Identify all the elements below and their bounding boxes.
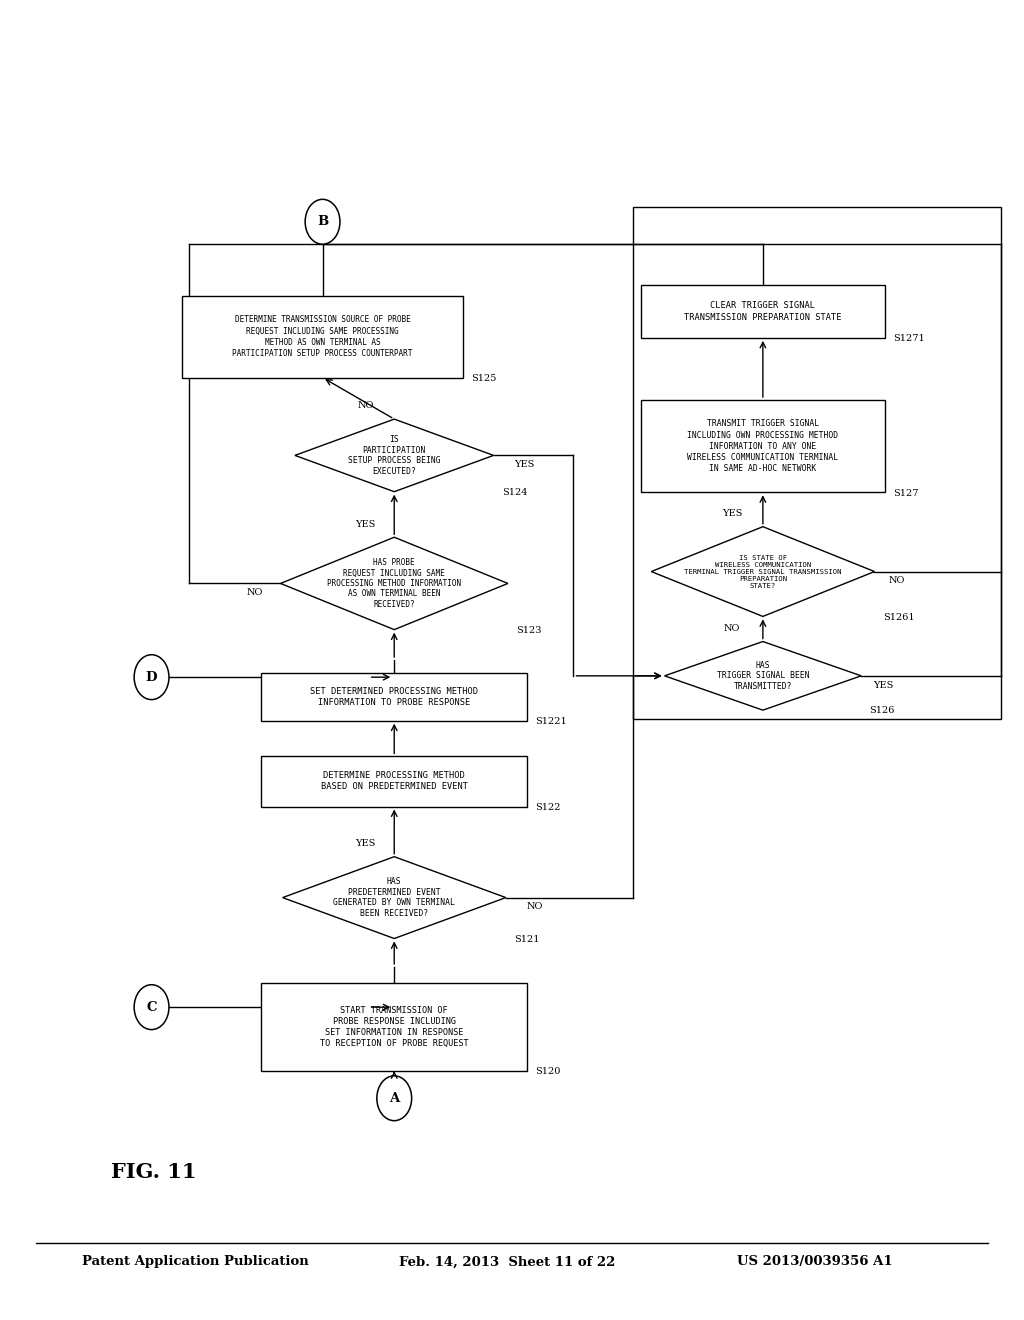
Text: S1221: S1221 bbox=[536, 717, 567, 726]
Text: YES: YES bbox=[355, 520, 376, 528]
Text: S120: S120 bbox=[536, 1068, 561, 1077]
Polygon shape bbox=[283, 857, 506, 939]
Text: TRANSMIT TRIGGER SIGNAL
INCLUDING OWN PROCESSING METHOD
INFORMATION TO ANY ONE
W: TRANSMIT TRIGGER SIGNAL INCLUDING OWN PR… bbox=[687, 420, 839, 473]
Polygon shape bbox=[295, 420, 494, 491]
Text: S125: S125 bbox=[471, 374, 497, 383]
Text: B: B bbox=[317, 215, 328, 228]
Text: S1261: S1261 bbox=[883, 612, 914, 622]
Text: D: D bbox=[145, 671, 158, 684]
Circle shape bbox=[305, 199, 340, 244]
Text: HAS
PREDETERMINED EVENT
GENERATED BY OWN TERMINAL
BEEN RECEIVED?: HAS PREDETERMINED EVENT GENERATED BY OWN… bbox=[333, 878, 456, 917]
Text: NO: NO bbox=[889, 577, 905, 585]
Text: IS STATE OF
WIRELESS COMMUNICATION
TERMINAL TRIGGER SIGNAL TRANSMISSION
PREPARAT: IS STATE OF WIRELESS COMMUNICATION TERMI… bbox=[684, 554, 842, 589]
Text: IS
PARTICIPATION
SETUP PROCESS BEING
EXECUTED?: IS PARTICIPATION SETUP PROCESS BEING EXE… bbox=[348, 436, 440, 475]
FancyBboxPatch shape bbox=[182, 296, 463, 378]
Text: YES: YES bbox=[722, 510, 742, 517]
Text: DETERMINE PROCESSING METHOD
BASED ON PREDETERMINED EVENT: DETERMINE PROCESSING METHOD BASED ON PRE… bbox=[321, 771, 468, 792]
Polygon shape bbox=[665, 642, 861, 710]
Text: A: A bbox=[389, 1092, 399, 1105]
Text: FIG. 11: FIG. 11 bbox=[111, 1162, 196, 1183]
Text: Patent Application Publication: Patent Application Publication bbox=[82, 1255, 308, 1269]
Text: S1271: S1271 bbox=[893, 334, 925, 343]
Text: S122: S122 bbox=[536, 803, 561, 812]
Text: HAS
TRIGGER SIGNAL BEEN
TRANSMITTED?: HAS TRIGGER SIGNAL BEEN TRANSMITTED? bbox=[717, 661, 809, 690]
Text: HAS PROBE
REQUEST INCLUDING SAME
PROCESSING METHOD INFORMATION
AS OWN TERMINAL B: HAS PROBE REQUEST INCLUDING SAME PROCESS… bbox=[328, 558, 461, 609]
Text: NO: NO bbox=[724, 624, 740, 632]
Text: S123: S123 bbox=[516, 626, 542, 635]
Text: DETERMINE TRANSMISSION SOURCE OF PROBE
REQUEST INCLUDING SAME PROCESSING
METHOD : DETERMINE TRANSMISSION SOURCE OF PROBE R… bbox=[232, 315, 413, 358]
Text: YES: YES bbox=[873, 681, 894, 689]
Text: US 2013/0039356 A1: US 2013/0039356 A1 bbox=[737, 1255, 893, 1269]
Circle shape bbox=[134, 655, 169, 700]
Text: Feb. 14, 2013  Sheet 11 of 22: Feb. 14, 2013 Sheet 11 of 22 bbox=[399, 1255, 615, 1269]
FancyBboxPatch shape bbox=[641, 400, 885, 492]
FancyBboxPatch shape bbox=[261, 756, 527, 807]
Text: C: C bbox=[146, 1001, 157, 1014]
Text: NO: NO bbox=[526, 903, 543, 911]
Text: S124: S124 bbox=[502, 488, 527, 496]
Text: YES: YES bbox=[514, 461, 535, 469]
Text: S121: S121 bbox=[514, 935, 540, 944]
Text: CLEAR TRIGGER SIGNAL
TRANSMISSION PREPARATION STATE: CLEAR TRIGGER SIGNAL TRANSMISSION PREPAR… bbox=[684, 301, 842, 322]
FancyBboxPatch shape bbox=[261, 982, 527, 1072]
Text: START TRANSMISSION OF
PROBE RESPONSE INCLUDING
SET INFORMATION IN RESPONSE
TO RE: START TRANSMISSION OF PROBE RESPONSE INC… bbox=[319, 1006, 469, 1048]
Text: NO: NO bbox=[357, 401, 374, 411]
FancyBboxPatch shape bbox=[261, 673, 527, 721]
Text: SET DETERMINED PROCESSING METHOD
INFORMATION TO PROBE RESPONSE: SET DETERMINED PROCESSING METHOD INFORMA… bbox=[310, 686, 478, 708]
Text: NO: NO bbox=[247, 589, 263, 597]
Circle shape bbox=[134, 985, 169, 1030]
Circle shape bbox=[377, 1076, 412, 1121]
FancyBboxPatch shape bbox=[641, 285, 885, 338]
Text: S126: S126 bbox=[869, 706, 895, 715]
Text: YES: YES bbox=[355, 840, 376, 847]
FancyBboxPatch shape bbox=[633, 207, 1001, 719]
Text: S127: S127 bbox=[893, 488, 919, 498]
Polygon shape bbox=[651, 527, 874, 616]
Polygon shape bbox=[281, 537, 508, 630]
